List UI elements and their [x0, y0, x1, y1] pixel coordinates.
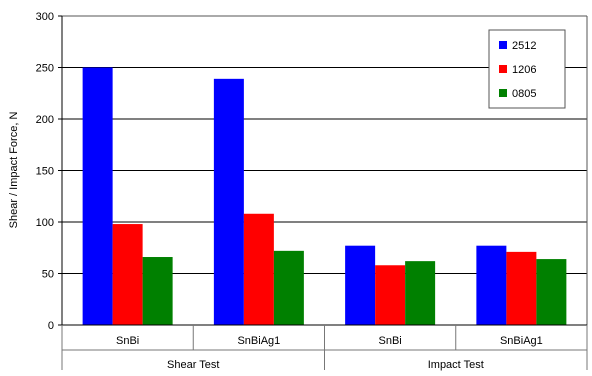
bar-1206 — [243, 213, 274, 325]
y-tick-label: 100 — [36, 217, 54, 229]
legend-items: 2512 1206 0805 — [499, 40, 536, 100]
x-axis-categories: SnBi SnBiAg1 SnBi SnBiAg1 Shear Test Impact T… — [61, 325, 588, 371]
x-category-label: SnBi — [116, 335, 139, 347]
y-tick-label: 300 — [36, 11, 54, 23]
bar-1206 — [506, 251, 537, 325]
legend-label-0805: 0805 — [512, 88, 536, 100]
bar-2512 — [82, 67, 113, 325]
bar-2512 — [213, 78, 244, 325]
y-tick-label: 50 — [42, 269, 54, 281]
bar-1206 — [112, 224, 143, 325]
bar-2512 — [476, 245, 507, 325]
y-axis-ticks: 0 50 100 150 200 250 300 — [36, 11, 62, 332]
bar-1206 — [375, 265, 406, 325]
x-category-label: SnBiAg1 — [500, 335, 543, 347]
x-category-label: SnBi — [379, 335, 402, 347]
x-group-label: Impact Test — [428, 359, 484, 371]
legend-swatch-1206 — [499, 65, 507, 73]
y-tick-label: 0 — [48, 320, 54, 332]
y-axis-title: Shear / Impact Force, N — [8, 112, 20, 229]
x-category-label: SnBiAg1 — [237, 335, 280, 347]
bar-0805 — [273, 250, 304, 325]
legend-label-1206: 1206 — [512, 64, 536, 76]
bars — [82, 67, 567, 325]
legend-swatch-0805 — [499, 89, 507, 97]
bar-0805 — [405, 261, 436, 325]
y-tick-label: 150 — [36, 166, 54, 178]
legend-swatch-2512 — [499, 41, 507, 49]
y-tick-label: 250 — [36, 63, 54, 75]
legend-label-2512: 2512 — [512, 40, 536, 52]
bar-2512 — [345, 245, 376, 325]
y-tick-label: 200 — [36, 114, 54, 126]
bar-0805 — [142, 257, 173, 325]
bar-0805 — [536, 259, 567, 325]
legend: 2512 1206 0805 — [488, 29, 566, 109]
x-group-label: Shear Test — [167, 359, 219, 371]
